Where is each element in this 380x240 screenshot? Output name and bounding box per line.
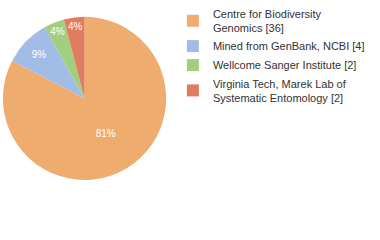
svg-text:4%: 4% <box>68 21 83 32</box>
svg-text:Virginia Tech, Marek Lab ofSys: Virginia Tech, Marek Lab ofSystematic En… <box>213 78 347 104</box>
svg-text:81%: 81% <box>96 128 116 139</box>
svg-text:Mined from GenBank, NCBI [4]: Mined from GenBank, NCBI [4] <box>213 40 365 52</box>
svg-text:Centre for BiodiversityGenomic: Centre for BiodiversityGenomics [36] <box>213 8 322 34</box>
svg-text:9%: 9% <box>32 49 47 60</box>
svg-text:4%: 4% <box>50 26 65 37</box>
svg-text:Wellcome Sanger Institute [2]: Wellcome Sanger Institute [2] <box>213 59 356 71</box>
